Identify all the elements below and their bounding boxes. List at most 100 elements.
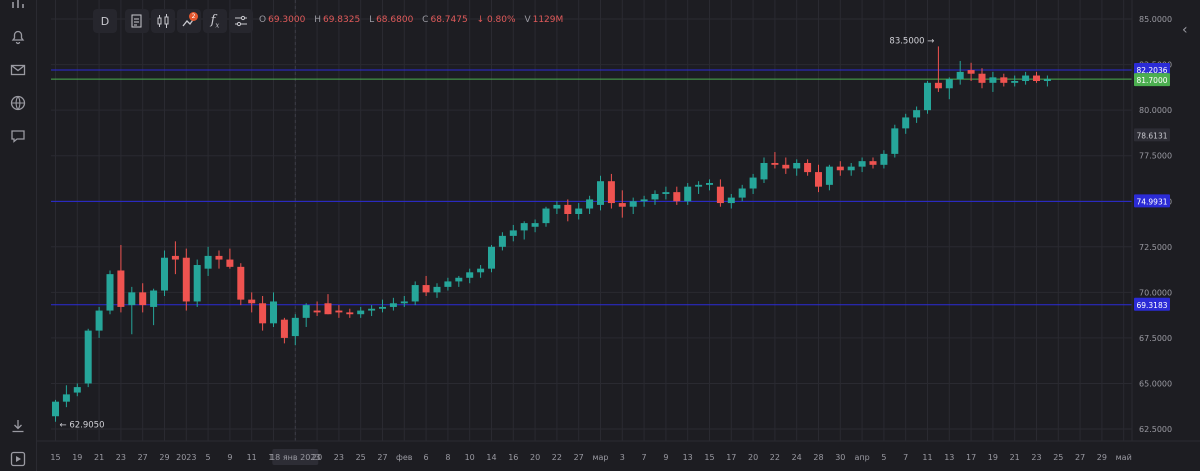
candle-body bbox=[1022, 75, 1030, 81]
candle-body bbox=[313, 310, 321, 313]
candle-body bbox=[586, 199, 594, 209]
candle-body bbox=[106, 274, 114, 311]
price-level-label: 74.9931 bbox=[1136, 197, 1167, 206]
y-tick-label: 62.5000 bbox=[1139, 425, 1172, 434]
price-level-label-bg bbox=[1134, 63, 1170, 77]
candle-body bbox=[477, 268, 485, 273]
x-tick-label: 23 bbox=[1031, 453, 1041, 462]
candle-body bbox=[117, 270, 125, 307]
candle-body bbox=[771, 162, 779, 165]
price-chart[interactable]: 85.000082.500080.000077.500075.000072.50… bbox=[37, 0, 1200, 471]
change-value: ↓ 0.80% bbox=[476, 15, 516, 25]
x-tick-label: 11 bbox=[922, 453, 932, 462]
candle-body bbox=[422, 285, 430, 293]
candle-body bbox=[880, 153, 888, 165]
candle-body bbox=[182, 257, 190, 302]
candle-body bbox=[389, 303, 397, 307]
x-tick-label: 28 bbox=[813, 453, 823, 462]
fx-icon: fx bbox=[210, 12, 220, 30]
candle-body bbox=[760, 162, 768, 180]
candle-body bbox=[706, 183, 713, 185]
x-tick-label: 15 bbox=[50, 453, 60, 462]
x-tick-label: 25 bbox=[1053, 453, 1063, 462]
x-tick-label: 17 bbox=[726, 453, 736, 462]
candle-body bbox=[684, 186, 692, 202]
crosshair-price-label: 78.6131 bbox=[1136, 131, 1167, 140]
candle-body bbox=[945, 79, 953, 89]
collapse-panel-chevron-icon[interactable]: ‹ bbox=[1182, 22, 1188, 38]
x-tick-label: 23 bbox=[116, 453, 126, 462]
candle-body bbox=[1000, 77, 1008, 83]
y-tick-label: 70.0000 bbox=[1139, 288, 1172, 297]
price-annotation: 83.5000 → bbox=[889, 36, 934, 46]
x-tick-label: 17 bbox=[966, 453, 976, 462]
candle-body bbox=[978, 73, 986, 83]
candle-body bbox=[411, 285, 419, 302]
x-tick-label: 19 bbox=[988, 453, 998, 462]
x-tick-label: 16 bbox=[508, 453, 518, 462]
y-tick-label: 67.5000 bbox=[1139, 334, 1172, 343]
candle-body bbox=[466, 272, 474, 278]
price-level-label: 69.3183 bbox=[1136, 301, 1167, 310]
settings-button[interactable] bbox=[229, 9, 253, 33]
candle-body bbox=[651, 193, 659, 200]
volume-key: V bbox=[524, 15, 531, 25]
candle-body bbox=[444, 281, 452, 287]
candles-button[interactable] bbox=[151, 9, 175, 33]
x-tick-label: 9 bbox=[227, 453, 232, 462]
chart-type-button[interactable] bbox=[125, 9, 149, 33]
candle-body bbox=[1043, 79, 1051, 81]
candle-body bbox=[193, 265, 201, 302]
candle-body bbox=[673, 192, 681, 202]
bar-chart-type-icon bbox=[131, 14, 142, 28]
x-tick-label: май bbox=[1116, 453, 1132, 462]
candlestick-icon bbox=[157, 14, 169, 28]
candle-body bbox=[139, 292, 147, 306]
candle-body bbox=[727, 197, 735, 204]
candle-body bbox=[455, 277, 463, 282]
candle-body bbox=[488, 246, 495, 269]
indicators-button[interactable] bbox=[177, 9, 201, 33]
candle-body bbox=[346, 312, 354, 315]
interval-button[interactable]: D bbox=[93, 9, 117, 33]
x-tick-label: 19 bbox=[72, 453, 82, 462]
x-tick-label: 25 bbox=[356, 453, 366, 462]
x-tick-label: 20 bbox=[312, 453, 322, 462]
download-icon[interactable] bbox=[8, 416, 28, 436]
candle-body bbox=[280, 319, 288, 338]
globe-icon[interactable] bbox=[8, 93, 28, 113]
x-tick-label: фев bbox=[396, 453, 413, 462]
candle-body bbox=[248, 299, 256, 304]
chart-area[interactable]: 85.000082.500080.000077.500075.000072.50… bbox=[37, 0, 1200, 471]
candle-body bbox=[607, 181, 615, 204]
open-key: O bbox=[259, 15, 267, 25]
candle-body bbox=[793, 162, 801, 169]
y-tick-label: 65.0000 bbox=[1139, 379, 1172, 388]
candle-body bbox=[553, 204, 561, 209]
candle-body bbox=[509, 230, 517, 236]
candle-body bbox=[259, 303, 267, 324]
x-tick-label: 22 bbox=[552, 453, 562, 462]
play-icon[interactable] bbox=[8, 449, 28, 469]
candle-body bbox=[52, 401, 59, 417]
x-tick-label: 27 bbox=[377, 453, 387, 462]
high-value: 69.8325 bbox=[322, 15, 361, 25]
chat-icon[interactable] bbox=[8, 126, 28, 146]
candle-body bbox=[934, 82, 942, 89]
chart-toolbar: D fx bbox=[93, 8, 253, 34]
candle-body bbox=[967, 70, 975, 74]
bar-chart-icon[interactable] bbox=[8, 0, 28, 14]
candle-body bbox=[989, 77, 997, 83]
bell-icon[interactable] bbox=[8, 27, 28, 47]
mail-icon[interactable] bbox=[8, 60, 28, 80]
interval-label: D bbox=[100, 14, 110, 28]
candle-body bbox=[379, 306, 386, 309]
x-tick-label: 30 bbox=[835, 453, 845, 462]
x-tick-label: 6 bbox=[424, 453, 429, 462]
x-tick-label: 24 bbox=[792, 453, 802, 462]
fx-button[interactable]: fx bbox=[203, 9, 227, 33]
candle-body bbox=[62, 394, 70, 402]
candle-body bbox=[847, 166, 855, 171]
candle-body bbox=[629, 201, 637, 207]
candle-body bbox=[237, 266, 245, 300]
